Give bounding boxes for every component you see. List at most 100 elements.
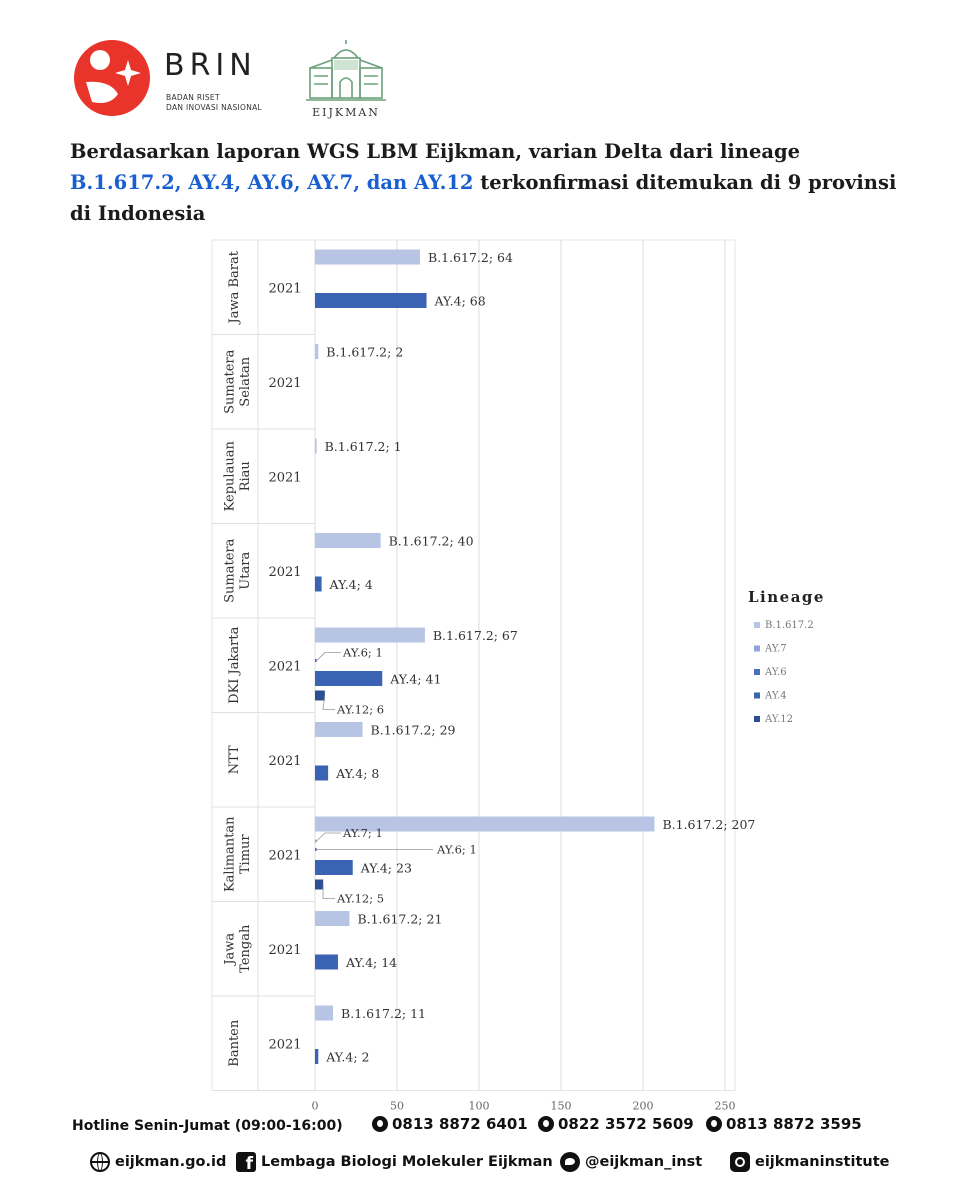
facebook-link[interactable]: Lembaga Biologi Molekuler Eijkman [261,1154,553,1170]
legend-entry: AY.6 [764,667,787,678]
data-label: B.1.617.2; 207 [662,817,755,832]
phone-2-number: 0822 3572 5609 [558,1115,694,1133]
bar-ay-7 [315,839,317,843]
legend-swatch [754,645,760,652]
data-label: AY.12; 5 [336,891,384,905]
facebook-icon [236,1152,256,1174]
bar-b-1-617-2 [315,438,317,454]
hotline-bar: Hotline Senin-Jumat (09:00-16:00) 0813 8… [72,1115,892,1139]
year-label: 2021 [268,659,301,674]
data-label: B.1.617.2; 2 [326,345,403,360]
phone-3: 0813 8872 3595 [706,1115,862,1133]
twitter-link[interactable]: @eijkman_inst [585,1154,703,1170]
x-tick-label: 0 [312,1100,319,1113]
bar-b-1-617-2 [315,911,350,927]
data-label: B.1.617.2; 40 [389,534,474,549]
globe-icon [90,1152,110,1172]
leader-line [322,695,335,710]
bar-ay-12 [315,879,324,890]
phone-3-number: 0813 8872 3595 [726,1115,862,1133]
twitter-item: @eijkman_inst [560,1152,702,1172]
bar-ay-12 [315,690,325,701]
leader-line [316,832,341,842]
data-label: AY.4; 8 [335,766,379,781]
year-label: 2021 [268,943,301,958]
bar-ay-6 [315,659,317,663]
year-label: 2021 [268,376,301,391]
province-label: Jawa Barat [227,250,242,325]
province-label: KepulauanRiau [222,441,253,512]
bar-ay-4 [315,1048,319,1064]
province-label: Banten [227,1019,242,1067]
bar-b-1-617-2 [315,722,363,738]
year-label: 2021 [268,848,301,863]
bar-ay-4 [315,765,329,781]
legend-swatch [754,716,760,722]
plot-frame [211,239,736,1091]
brin-subtitle-line2: DAN INOVASI NASIONAL [166,103,263,112]
data-label: AY.6; 1 [342,646,383,660]
facebook-item: Lembaga Biologi Molekuler Eijkman [236,1152,553,1174]
headline: Berdasarkan laporan WGS LBM Eijkman, var… [70,136,900,229]
bar-b-1-617-2 [315,249,420,265]
instagram-link[interactable]: eijkmaninstitute [755,1154,890,1170]
brin-subtitle: BADAN RISET DAN INOVASI NASIONAL [166,93,262,113]
hotline-label: Hotline Senin-Jumat (09:00-16:00) [72,1118,343,1134]
data-label: B.1.617.2; 11 [341,1006,426,1021]
data-label: AY.4; 23 [360,860,412,875]
data-label: B.1.617.2; 64 [428,250,513,265]
data-label: B.1.617.2; 21 [357,912,442,927]
instagram-icon [730,1152,750,1172]
data-label: B.1.617.2; 67 [433,628,518,643]
phone-1: 0813 8872 6401 [372,1115,528,1133]
data-label: AY.4; 68 [434,293,486,308]
website-item: eijkman.go.id [90,1152,226,1172]
data-label: AY.6; 1 [436,843,477,857]
province-label: SumateraSelatan [222,349,253,413]
phone-2: 0822 3572 5609 [538,1115,694,1133]
data-label: AY.7; 1 [342,826,383,840]
bar-ay-4 [315,576,322,592]
legend-entry: AY.12 [764,714,793,725]
leader-line [316,652,341,661]
bar-ay-4 [315,670,383,686]
headline-line1: Berdasarkan laporan WGS LBM Eijkman, var… [70,140,801,163]
data-label: AY.4; 4 [329,577,373,592]
province-label: DKI Jakarta [227,626,242,703]
data-label: AY.4; 14 [345,955,397,970]
bar-ay-4 [315,292,427,308]
legend-entry: AY.7 [764,644,787,655]
brin-wordmark: BRIN [164,48,257,83]
year-label: 2021 [268,754,301,769]
year-label: 2021 [268,281,301,296]
legend-swatch [754,622,760,628]
data-label: B.1.617.2; 29 [371,723,456,738]
data-label: B.1.617.2; 1 [325,439,402,454]
instagram-item: eijkmaninstitute [730,1152,889,1172]
website-link[interactable]: eijkman.go.id [115,1154,227,1170]
x-tick-label: 250 [715,1100,736,1113]
year-label: 2021 [268,1037,301,1052]
whatsapp-icon [372,1116,388,1132]
legend-title: Lineage [748,588,825,606]
eijkman-building-icon [306,40,386,101]
brin-subtitle-line1: BADAN RISET [166,93,220,102]
province-label: SumateraUtara [222,538,253,602]
bar-b-1-617-2 [315,533,381,549]
bar-ay-4 [315,954,338,970]
x-tick-label: 200 [633,1100,654,1113]
legend-entry: AY.4 [764,691,787,702]
x-tick-label: 100 [469,1100,490,1113]
province-label: KalimantanTimur [222,816,253,892]
year-label: 2021 [268,565,301,580]
province-label: NTT [227,745,242,774]
x-tick-label: 150 [551,1100,572,1113]
bar-b-1-617-2 [315,344,319,360]
data-label: AY.4; 2 [325,1049,369,1064]
bar-b-1-617-2 [315,627,425,643]
legend-swatch [754,692,760,699]
phone-1-number: 0813 8872 6401 [392,1115,528,1133]
province-label: JawaTengah [222,924,253,973]
headline-highlight: B.1.617.2, AY.4, AY.6, AY.7, dan AY.12 [70,171,474,194]
